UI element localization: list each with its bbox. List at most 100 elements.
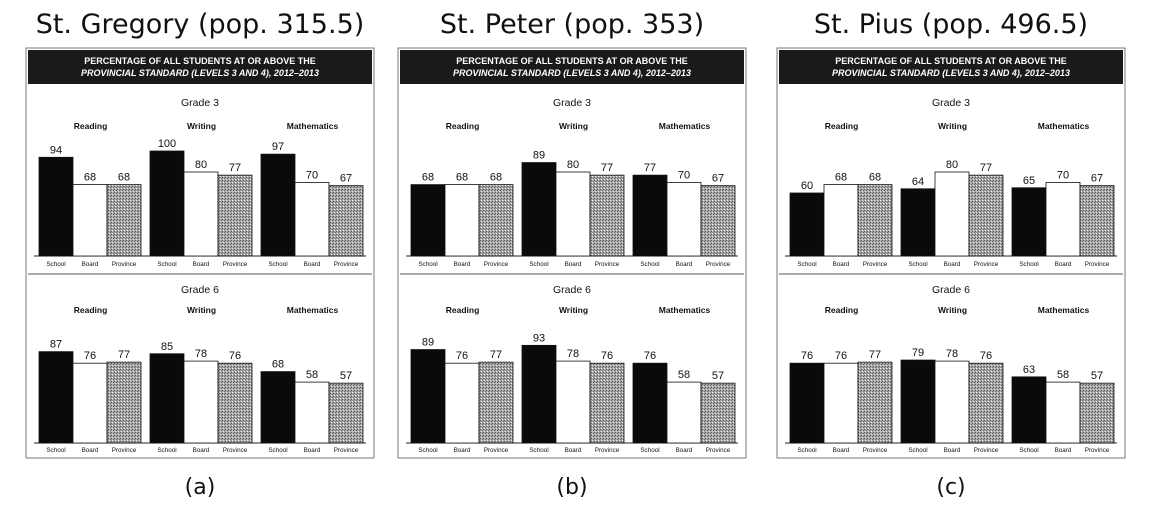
tick-label-board: Board bbox=[565, 447, 582, 454]
tick-label-province: Province bbox=[706, 447, 731, 454]
bar-value-label: 94 bbox=[50, 144, 62, 156]
bar-board bbox=[72, 362, 108, 444]
grade-block-1: Grade 3Reading60School68Board68ProvinceW… bbox=[779, 97, 1123, 275]
tick-label-province: Province bbox=[974, 447, 999, 454]
bar-board bbox=[1045, 182, 1081, 257]
tick-label-board: Board bbox=[565, 261, 582, 268]
tick-label-board: Board bbox=[833, 447, 850, 454]
bar-province bbox=[106, 361, 142, 444]
subject-group-writing: Writing 93 School 78 Board 76 Province bbox=[521, 305, 625, 454]
tick-label-province: Province bbox=[484, 261, 509, 268]
panel-label: (a) bbox=[185, 475, 216, 500]
grade-label: Grade 3 bbox=[181, 97, 219, 109]
bar-value-label: 68 bbox=[835, 172, 847, 184]
subject-group-reading: Reading 89 School 76 Board 77 Province bbox=[410, 305, 514, 454]
bar-province bbox=[217, 174, 253, 257]
banner-line-2: PROVINCIAL STANDARD (LEVELS 3 AND 4), 20… bbox=[832, 68, 1070, 78]
subject-label: Writing bbox=[938, 121, 967, 131]
tick-label-school: School bbox=[46, 261, 65, 268]
banner-line-2: PROVINCIAL STANDARD (LEVELS 3 AND 4), 20… bbox=[81, 68, 319, 78]
bar-value-label: 58 bbox=[1057, 369, 1069, 381]
tick-label-school: School bbox=[529, 261, 548, 268]
bar-value-label: 76 bbox=[644, 350, 656, 362]
bar-value-label: 70 bbox=[1057, 170, 1069, 182]
tick-label-board: Board bbox=[833, 261, 850, 268]
bar-value-label: 85 bbox=[161, 341, 173, 353]
bar-board bbox=[294, 381, 330, 444]
tick-label-school: School bbox=[46, 447, 65, 454]
tick-label-board: Board bbox=[304, 261, 321, 268]
tick-label-school: School bbox=[1019, 447, 1038, 454]
bar-school bbox=[900, 359, 936, 444]
tick-label-school: School bbox=[268, 261, 287, 268]
tick-label-province: Province bbox=[1085, 447, 1110, 454]
tick-label-board: Board bbox=[304, 447, 321, 454]
tick-label-board: Board bbox=[676, 447, 693, 454]
bar-value-label: 68 bbox=[84, 172, 96, 184]
tick-label-province: Province bbox=[595, 447, 620, 454]
subject-group-reading: Reading 94 School 68 Board 68 Province bbox=[38, 121, 142, 268]
subject-label: Reading bbox=[825, 305, 859, 315]
bar-value-label: 77 bbox=[490, 349, 502, 361]
tick-label-province: Province bbox=[595, 261, 620, 268]
subject-label: Mathematics bbox=[659, 121, 711, 131]
chart-title: St. Pius (pop. 496.5) bbox=[814, 9, 1088, 40]
tick-label-board: Board bbox=[454, 261, 471, 268]
bar-value-label: 67 bbox=[340, 173, 352, 185]
panel-label: (c) bbox=[936, 475, 965, 500]
subject-group-reading: Reading 87 School 76 Board 77 Province bbox=[38, 305, 142, 454]
bar-value-label: 63 bbox=[1023, 364, 1035, 376]
bar-board bbox=[934, 171, 970, 257]
bar-school bbox=[632, 174, 668, 257]
tick-label-province: Province bbox=[334, 447, 359, 454]
grade-block-1: Grade 3Reading68School68Board68ProvinceW… bbox=[400, 97, 744, 275]
bar-value-label: 68 bbox=[422, 172, 434, 184]
tick-label-school: School bbox=[418, 261, 437, 268]
bar-value-label: 89 bbox=[422, 337, 434, 349]
subject-group-writing: Writing 64 School 80 Board 77 Province bbox=[900, 121, 1004, 268]
grade-label: Grade 3 bbox=[553, 97, 591, 109]
banner-line-2: PROVINCIAL STANDARD (LEVELS 3 AND 4), 20… bbox=[453, 68, 691, 78]
grade-label: Grade 6 bbox=[181, 284, 219, 296]
bar-value-label: 68 bbox=[869, 172, 881, 184]
chart-panel-2: St. Peter (pop. 353) PERCENTAGE OF ALL ST… bbox=[397, 9, 747, 500]
bar-province bbox=[106, 184, 142, 257]
bar-school bbox=[38, 351, 74, 444]
tick-label-school: School bbox=[268, 447, 287, 454]
bar-value-label: 76 bbox=[456, 350, 468, 362]
tick-label-province: Province bbox=[484, 447, 509, 454]
subject-group-mathematics: Mathematics 77 School 70 Board 67 Province bbox=[632, 121, 736, 268]
bar-value-label: 76 bbox=[801, 350, 813, 362]
bar-value-label: 77 bbox=[644, 162, 656, 174]
tick-label-province: Province bbox=[1085, 261, 1110, 268]
bar-value-label: 70 bbox=[306, 170, 318, 182]
bar-school bbox=[149, 150, 185, 257]
grade-label: Grade 6 bbox=[553, 284, 591, 296]
chart-panel-1: St. Gregory (pop. 315.5) PERCENTAGE OF AL… bbox=[25, 9, 375, 500]
bar-value-label: 77 bbox=[601, 162, 613, 174]
bar-board bbox=[183, 171, 219, 257]
bar-school bbox=[789, 362, 825, 444]
subject-group-writing: Writing 85 School 78 Board 76 Province bbox=[149, 305, 253, 454]
bar-province bbox=[328, 382, 364, 444]
subject-group-mathematics: Mathematics 65 School 70 Board 67 Province bbox=[1011, 121, 1115, 268]
bar-province bbox=[589, 362, 625, 444]
banner-background bbox=[400, 50, 744, 84]
bar-board bbox=[183, 360, 219, 444]
bar-province bbox=[968, 362, 1004, 444]
grade-block-2: Grade 6Reading76School76Board77ProvinceW… bbox=[785, 284, 1117, 454]
bar-board bbox=[823, 184, 859, 257]
tick-label-school: School bbox=[418, 447, 437, 454]
bar-school bbox=[1011, 187, 1047, 257]
bar-school bbox=[260, 371, 296, 444]
bar-province bbox=[700, 382, 736, 444]
bar-value-label: 97 bbox=[272, 141, 284, 153]
subject-label: Writing bbox=[187, 305, 216, 315]
bar-province bbox=[589, 174, 625, 257]
banner-background bbox=[28, 50, 372, 84]
subject-group-mathematics: Mathematics 68 School 58 Board 57 Province bbox=[260, 305, 364, 454]
bar-school bbox=[632, 362, 668, 444]
bar-value-label: 78 bbox=[195, 348, 207, 360]
subject-group-writing: Writing 79 School 78 Board 76 Province bbox=[900, 305, 1004, 454]
